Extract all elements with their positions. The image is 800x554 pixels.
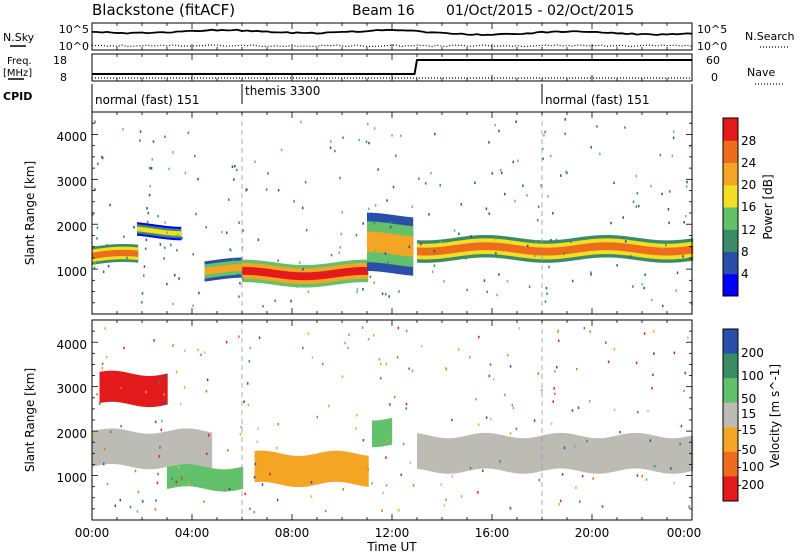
velocity-ytick-1000: 1000 bbox=[56, 471, 87, 485]
velocity-ytick-4000: 4000 bbox=[56, 338, 87, 352]
power-band-5 bbox=[417, 234, 694, 263]
power-ytick-1000: 1000 bbox=[56, 265, 87, 279]
power-cbar-tick-8: 8 bbox=[741, 245, 749, 259]
velocity-colorbar-label: Velocity [m s^-1] bbox=[768, 364, 782, 468]
xtick-0400: 04:00 bbox=[175, 526, 210, 540]
power-ylabel: Slant Range [km] bbox=[23, 161, 37, 265]
power-cbar-tick-12: 12 bbox=[741, 223, 756, 237]
power-cbar-tick-4: 4 bbox=[741, 267, 749, 281]
xtick-1200: 12:00 bbox=[375, 526, 410, 540]
freq-right-tick-bottom: 0 bbox=[711, 71, 718, 84]
noise-panel bbox=[91, 22, 693, 51]
nsky-label: N.Sky bbox=[3, 31, 35, 44]
power-cbar-cell bbox=[723, 273, 738, 297]
xaxis-label: Time UT bbox=[366, 540, 417, 554]
velocity-ylabel: Slant Range [km] bbox=[23, 368, 37, 472]
power-ytick-3000: 3000 bbox=[56, 175, 87, 189]
power-scatter-specks bbox=[92, 118, 693, 308]
freq-unit-label: [MHz] bbox=[3, 68, 32, 79]
power-cbar-cell bbox=[723, 184, 738, 208]
power-cbar-tick-16: 16 bbox=[741, 200, 756, 214]
freq-label: Freq. bbox=[7, 56, 32, 67]
power-cbar-cell bbox=[723, 251, 738, 275]
power-band-4 bbox=[367, 212, 414, 276]
power-cbar-cell bbox=[723, 207, 738, 230]
power-ytick-4000: 4000 bbox=[56, 130, 87, 144]
freq-left-tick-top: 18 bbox=[53, 54, 67, 67]
velocity-cbar-cell bbox=[723, 427, 738, 453]
velocity-band-0 bbox=[99, 370, 168, 408]
vel-cbar-tick-50: 50 bbox=[741, 392, 756, 406]
vel-cbar-tick-m15: -15 bbox=[737, 423, 757, 437]
velocity-cbar-cell bbox=[723, 378, 738, 404]
power-colorbar-label: Power [dB] bbox=[761, 174, 775, 239]
vel-cbar-tick-200: 200 bbox=[741, 346, 764, 360]
noise-left-tick-top: 10^5 bbox=[59, 23, 89, 36]
velocity-cbar-cell bbox=[723, 476, 738, 502]
power-cbar-cell bbox=[723, 162, 738, 186]
velocity-cbar-cell bbox=[723, 402, 738, 428]
power-cbar-tick-20: 20 bbox=[741, 178, 756, 192]
power-cbar-tick-24: 24 bbox=[741, 156, 756, 170]
power-panel bbox=[91, 111, 694, 315]
freq-left-tick-bottom: 8 bbox=[60, 71, 67, 84]
nave-label: Nave bbox=[747, 66, 775, 79]
velocity-band-4 bbox=[372, 418, 393, 448]
power-cbar-cell bbox=[723, 229, 738, 252]
xtick-0000: 00:00 bbox=[75, 526, 110, 540]
power-band-0 bbox=[92, 243, 139, 265]
cpid-segment-1: normal (fast) 151 bbox=[95, 93, 199, 107]
velocity-scatter-specks bbox=[93, 326, 690, 514]
velocity-cbar-cell bbox=[723, 353, 738, 379]
vel-cbar-tick-m50: -50 bbox=[737, 443, 757, 457]
noise-sky-line bbox=[91, 28, 693, 37]
xtick-2000: 20:00 bbox=[575, 526, 610, 540]
power-cbar-cell bbox=[723, 140, 738, 163]
noise-right-tick-top: 10^5 bbox=[697, 23, 727, 36]
cpid-label: CPID bbox=[3, 90, 32, 103]
power-ytick-2000: 2000 bbox=[56, 220, 87, 234]
power-cbar-cell bbox=[723, 118, 738, 141]
vel-cbar-tick-m100: -100 bbox=[737, 460, 764, 474]
beam-label: Beam 16 bbox=[352, 3, 415, 19]
velocity-cbar-cell bbox=[723, 329, 738, 355]
station-title: Blackstone (fitACF) bbox=[92, 1, 235, 19]
velocity-panel bbox=[91, 319, 694, 521]
velocity-band-3 bbox=[254, 450, 369, 488]
frequency-line bbox=[92, 59, 692, 75]
nsearch-label: N.Search bbox=[745, 30, 795, 43]
velocity-ytick-3000: 3000 bbox=[56, 382, 87, 396]
velocity-ytick-2000: 2000 bbox=[56, 427, 87, 441]
noise-right-tick-bottom: 10^0 bbox=[697, 40, 727, 53]
frequency-panel bbox=[91, 53, 693, 82]
power-band-2 bbox=[204, 257, 243, 282]
cpid-row: normal (fast) 151 themis 3300 normal (fa… bbox=[91, 84, 693, 112]
xtick-0000-end: 00:00 bbox=[667, 526, 702, 540]
power-cbar-tick-28: 28 bbox=[741, 134, 756, 148]
velocity-cbar-cell bbox=[723, 451, 738, 477]
velocity-band-1 bbox=[92, 428, 213, 470]
noise-left-tick-bottom: 10^0 bbox=[59, 40, 89, 53]
velocity-band-5 bbox=[417, 432, 694, 474]
xtick-0800: 08:00 bbox=[275, 526, 310, 540]
vel-cbar-tick-100: 100 bbox=[741, 369, 764, 383]
date-range: 01/Oct/2015 - 02/Oct/2015 bbox=[446, 3, 634, 19]
vel-cbar-tick-m200: -200 bbox=[737, 478, 764, 492]
power-band-1 bbox=[137, 222, 182, 241]
freq-right-tick-top: 60 bbox=[706, 54, 720, 67]
cpid-segment-3: normal (fast) 151 bbox=[545, 93, 649, 107]
power-band-3 bbox=[242, 259, 369, 288]
vel-cbar-tick-15: 15 bbox=[741, 407, 756, 421]
cpid-segment-2: themis 3300 bbox=[245, 84, 320, 98]
xtick-1600: 16:00 bbox=[475, 526, 510, 540]
power-colorbar bbox=[722, 117, 739, 297]
velocity-colorbar bbox=[722, 328, 739, 502]
